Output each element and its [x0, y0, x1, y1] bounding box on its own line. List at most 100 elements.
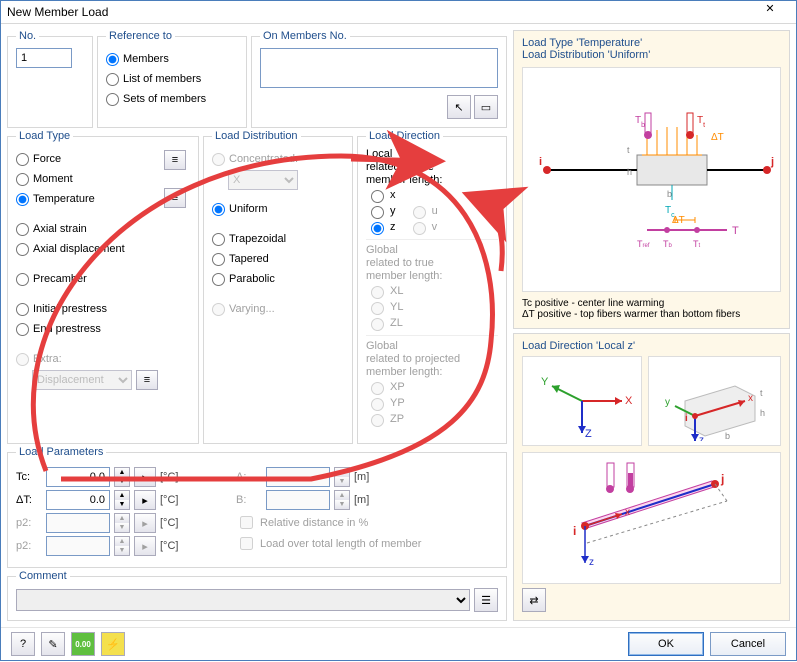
param-a: A:▲▼[m] — [236, 467, 498, 487]
svg-text:T: T — [732, 225, 739, 237]
ref-radio-sets[interactable] — [106, 93, 119, 106]
svg-text:z: z — [699, 435, 704, 441]
preview-swap-icon[interactable]: ⇄ — [522, 588, 546, 612]
svg-text:t: t — [627, 145, 630, 155]
lt-axdisp-radio[interactable] — [16, 243, 29, 256]
comment-lib-icon[interactable]: ☰ — [474, 588, 498, 612]
svg-text:X: X — [625, 395, 633, 407]
select-member-icon[interactable]: ▭ — [474, 95, 498, 119]
dir-x-radio[interactable] — [371, 190, 384, 203]
check-rel-box — [240, 516, 253, 529]
dir-z-radio[interactable] — [371, 222, 384, 235]
lt-force-radio[interactable] — [16, 153, 29, 166]
dir-yp-radio — [371, 398, 384, 411]
load-dist-legend: Load Distribution — [212, 130, 301, 142]
no-legend: No. — [16, 30, 39, 42]
ref-opt-members[interactable]: Members — [106, 50, 238, 68]
temperature-diagram-icon: i j Tb Tt — [527, 105, 777, 255]
ref-opt-sets[interactable]: Sets of members — [106, 90, 238, 108]
preview-top-diagram: i j Tb Tt — [522, 67, 781, 292]
check-total: Load over total length of member — [236, 534, 498, 553]
no-input[interactable] — [16, 48, 72, 68]
ld-parabolic[interactable]: Parabolic — [212, 270, 344, 288]
lt-initpre-radio[interactable] — [16, 303, 29, 316]
lt-axial-disp[interactable]: Axial displacement — [16, 240, 164, 258]
lt-axial-strain[interactable]: Axial strain — [16, 220, 164, 238]
lt-lib2-icon[interactable]: ≡ — [164, 188, 186, 208]
lt-extra: Extra: — [16, 350, 164, 368]
lt-moment[interactable]: Moment — [16, 170, 164, 188]
lt-precamber-radio[interactable] — [16, 273, 29, 286]
help-icon[interactable]: ? — [11, 632, 35, 656]
lt-force[interactable]: Force — [16, 150, 164, 168]
ref-radio-list[interactable] — [106, 73, 119, 86]
extra-lib-icon[interactable]: ≡ — [136, 370, 158, 390]
dir-xp-radio — [371, 382, 384, 395]
svg-text:Tb: Tb — [635, 115, 645, 129]
tc-spin[interactable]: ▲▼ — [114, 467, 130, 487]
dir-global-proj-label: Globalrelated to projected member length… — [366, 340, 476, 379]
pick-member-icon[interactable]: ↖ — [447, 95, 471, 119]
ref-radio-members[interactable] — [106, 53, 119, 66]
ok-button[interactable]: OK — [628, 632, 704, 656]
members-input[interactable] — [260, 48, 498, 88]
lt-end-prestress[interactable]: End prestress — [16, 320, 164, 338]
lightning-icon[interactable]: ⚡ — [101, 632, 125, 656]
dt-lib-icon[interactable]: ▸ — [134, 490, 156, 510]
window-title: New Member Load — [7, 5, 750, 19]
ld-taper-radio[interactable] — [212, 253, 225, 266]
ld-tapered[interactable]: Tapered — [212, 250, 344, 268]
close-icon[interactable]: ✕ — [750, 2, 790, 22]
p2b-spin: ▲▼ — [114, 536, 130, 556]
load-distribution-group: Load Distribution Concentrated: X Unifor… — [203, 130, 353, 444]
svg-text:Z: Z — [585, 428, 592, 440]
dt-spin[interactable]: ▲▼ — [114, 490, 130, 510]
lt-endpre-radio[interactable] — [16, 323, 29, 336]
ld-uniform-radio[interactable] — [212, 203, 225, 216]
dt-input[interactable] — [46, 490, 110, 510]
b-input — [266, 490, 330, 510]
lt-axstrain-radio[interactable] — [16, 223, 29, 236]
member-dir-icon: i j x z — [527, 453, 777, 583]
ld-trapezoidal[interactable]: Trapezoidal — [212, 230, 344, 248]
ld-vary-radio — [212, 303, 225, 316]
comment-input[interactable] — [16, 589, 470, 611]
tc-input[interactable] — [46, 467, 110, 487]
axes-global-icon: X Y Z — [527, 361, 637, 441]
dir-v-radio — [413, 222, 426, 235]
p2a-spin: ▲▼ — [114, 513, 130, 533]
lt-moment-radio[interactable] — [16, 173, 29, 186]
a-input — [266, 467, 330, 487]
cancel-button[interactable]: Cancel — [710, 632, 786, 656]
ld-trap-radio[interactable] — [212, 233, 225, 246]
svg-text:j: j — [720, 472, 724, 486]
ld-uniform[interactable]: Uniform — [212, 200, 344, 218]
svg-text:Tt: Tt — [693, 239, 701, 249]
lt-temperature-radio[interactable] — [16, 193, 29, 206]
units-icon[interactable]: 0.00 — [71, 632, 95, 656]
ld-para-radio[interactable] — [212, 273, 225, 286]
svg-text:h: h — [627, 167, 632, 177]
svg-text:ΔT: ΔT — [711, 132, 724, 143]
left-column: No. Reference to Members List of members… — [7, 30, 507, 621]
dir-global-true-label: Globalrelated to true member length: — [366, 244, 476, 283]
dir-local: Localrelated to true member length: x y … — [366, 148, 498, 240]
dir-u-radio — [413, 206, 426, 219]
dir-y-radio[interactable] — [371, 206, 384, 219]
tc-lib-icon[interactable]: ▸ — [134, 467, 156, 487]
preview-note2: ΔT positive - top fibers warmer than bot… — [522, 309, 781, 320]
mid-row: Load Type Force Moment Temperature Axial… — [7, 130, 507, 444]
axes-local-icon: x y z i t h b — [655, 361, 775, 441]
param-dt: ΔT:▲▼▸[°C] — [16, 490, 216, 510]
members-legend: On Members No. — [260, 30, 350, 42]
lt-precamber[interactable]: Precamber — [16, 270, 164, 288]
svg-text:Y: Y — [541, 376, 549, 388]
lt-init-prestress[interactable]: Initial prestress — [16, 300, 164, 318]
note-icon[interactable]: ✎ — [41, 632, 65, 656]
lt-temperature[interactable]: Temperature — [16, 190, 164, 208]
svg-text:b: b — [725, 431, 730, 441]
no-group: No. — [7, 30, 93, 128]
a-spin: ▲▼ — [334, 467, 350, 487]
ref-opt-list[interactable]: List of members — [106, 70, 238, 88]
lt-lib1-icon[interactable]: ≡ — [164, 150, 186, 170]
